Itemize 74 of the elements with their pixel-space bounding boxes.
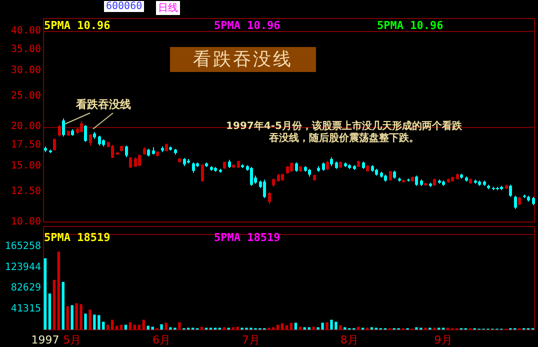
candlestick: [415, 175, 418, 186]
x-tick-label: 6月: [152, 333, 171, 346]
y-tick-label: 30.00: [10, 65, 41, 76]
candlestick: [84, 124, 87, 142]
bar: [84, 314, 87, 330]
candlestick: [290, 162, 293, 172]
candlestick: [138, 154, 141, 167]
bar: [70, 305, 74, 330]
annotation: 5PMA 18519: [44, 231, 110, 244]
bar: [160, 324, 163, 330]
bar: [151, 326, 154, 330]
candlestick: [129, 156, 132, 168]
candlestick: [62, 118, 65, 137]
bar: [178, 322, 181, 330]
bar: [110, 320, 114, 330]
candlestick: [98, 135, 101, 146]
bar: [88, 310, 92, 330]
y-tick-label: 35.00: [10, 44, 41, 55]
bar: [294, 322, 298, 330]
candlestick: [268, 192, 271, 204]
bar: [57, 252, 60, 330]
x-tick-label: 1997: [31, 333, 60, 346]
annotation: 5PMA 18519: [214, 231, 280, 244]
y-tick-label: 41315: [10, 304, 41, 315]
bar: [290, 322, 293, 330]
candlestick: [192, 162, 195, 174]
y-tick-label: 17.50: [10, 139, 41, 150]
bar: [142, 320, 145, 330]
bar: [326, 322, 328, 330]
y-tick-label: 82629: [10, 282, 41, 294]
candlestick: [125, 145, 128, 158]
bar: [52, 280, 56, 330]
candlestick: [80, 120, 83, 133]
text: 日线: [156, 1, 180, 15]
candlestick: [134, 156, 137, 168]
y-tick-label: 12.50: [10, 186, 41, 197]
bar: [44, 258, 47, 330]
annotation: 1997年4-5月份，该股票上市没几天形成的两个看跌吞没线，随后股价震荡盘整下跌。: [225, 121, 463, 145]
candlestick: [509, 184, 512, 198]
candlestick: [326, 160, 329, 170]
candlestick: [89, 134, 92, 146]
candlestick: [250, 166, 253, 186]
x-tick-label: 8月: [340, 333, 358, 346]
y-tick-label: 15.00: [10, 160, 41, 172]
bar: [128, 322, 132, 330]
y-tick-label: 123944: [4, 262, 41, 273]
y-tick-label: 25.00: [10, 90, 41, 102]
annotation: 5PMA 10.96: [377, 19, 444, 32]
bar: [62, 282, 64, 330]
candlestick: [295, 162, 298, 172]
x-tick-label: 9月: [434, 333, 452, 346]
candlestick: [201, 164, 204, 182]
y-tick-label: 165258: [4, 241, 41, 252]
x-tick-label: 7月: [242, 333, 260, 346]
candlestick: [58, 124, 61, 137]
x-tick-label: 5月: [63, 333, 82, 346]
y-tick-label: 20.00: [10, 121, 41, 132]
candlestick: [389, 170, 392, 182]
bar: [339, 325, 342, 330]
candlestick: [514, 195, 517, 210]
candlestick: [111, 144, 114, 159]
bar: [48, 293, 52, 330]
annotation: 5PMA 10.96: [44, 19, 110, 32]
annotation: 5PMA 10.96: [214, 19, 280, 32]
y-tick-label: 40.00: [10, 26, 41, 37]
candlestick: [53, 138, 56, 152]
candlestick: [263, 179, 266, 199]
text: 看跌吞没线: [170, 47, 316, 72]
y-tick-label: 10.00: [10, 216, 41, 228]
annotation: 看跌吞没线: [76, 97, 131, 112]
text: 600060: [104, 1, 144, 12]
bar: [66, 306, 69, 330]
bar: [280, 323, 284, 330]
bar: [164, 322, 168, 330]
